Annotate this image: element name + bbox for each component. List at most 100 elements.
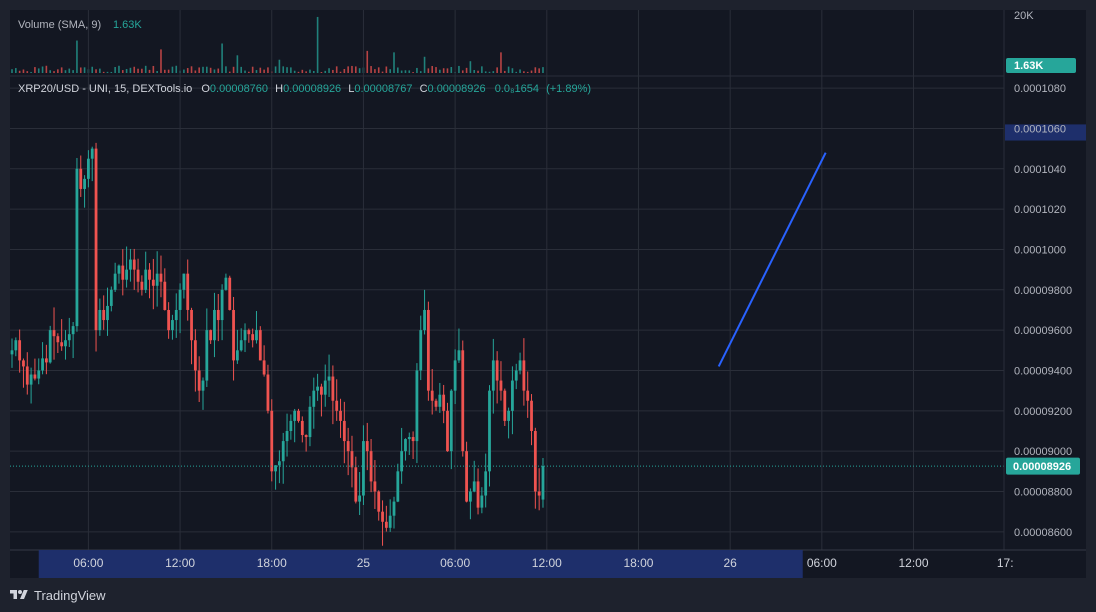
candle	[148, 263, 151, 299]
volume-bar	[366, 50, 369, 73]
time-tick-label: 25	[357, 556, 371, 570]
candle	[457, 328, 461, 363]
tradingview-logo-icon[interactable]	[10, 588, 28, 602]
volume-bar	[519, 69, 521, 73]
candle	[113, 262, 117, 292]
candle	[407, 432, 411, 455]
candle	[446, 402, 449, 452]
candle	[255, 311, 258, 344]
time-tick-label: 06:00	[73, 556, 103, 570]
candle	[327, 354, 331, 397]
candle	[25, 352, 29, 395]
volume-bar	[481, 66, 483, 73]
candle	[491, 338, 495, 414]
price-tick-label: 0.0001080	[1014, 83, 1066, 95]
volume-bar	[465, 67, 468, 73]
volume-bar	[26, 71, 29, 73]
candle	[159, 255, 163, 298]
volume-bar	[76, 40, 78, 73]
candle	[285, 413, 289, 457]
volume-bar	[351, 65, 353, 73]
candle	[469, 488, 472, 520]
legend-high: 0.00008926	[283, 83, 341, 95]
candle	[342, 401, 346, 464]
candle	[102, 295, 106, 330]
volume-bar	[286, 67, 288, 73]
volume-bar	[503, 70, 506, 73]
candle	[205, 308, 209, 387]
candle	[484, 453, 488, 508]
candle	[507, 407, 510, 439]
price-tick-label: 0.00008600	[1014, 527, 1072, 539]
volume-bar	[236, 55, 239, 73]
candle	[293, 408, 297, 443]
volume-bar	[324, 70, 327, 73]
volume-bar	[225, 66, 227, 73]
chart-frame[interactable]: Volume (SMA, 9) 1.63K XRP20/USD - UNI, 1…	[10, 10, 1086, 578]
volume-bar	[282, 66, 285, 73]
volume-bar	[118, 65, 120, 73]
candle	[339, 398, 342, 438]
trend-line[interactable]	[717, 152, 827, 367]
candle	[392, 496, 396, 529]
volume-bar	[79, 67, 82, 73]
volume-bar	[290, 67, 292, 73]
candle	[358, 471, 362, 516]
time-tick-label: 06:00	[807, 556, 837, 570]
volume-bar	[446, 68, 449, 73]
volume-bar	[458, 65, 460, 73]
volume-bar	[416, 67, 418, 73]
candle	[331, 365, 335, 425]
volume-pane: Volume (SMA, 9) 1.63K	[10, 16, 1004, 77]
price-pane: XRP20/USD - UNI, 15, DEXTools.io O0.0000…	[10, 10, 1006, 550]
volume-bar	[164, 69, 166, 73]
candle	[258, 326, 262, 361]
volume-bar	[278, 59, 281, 73]
volume-bar	[244, 70, 246, 73]
footer: TradingView	[10, 582, 310, 608]
volume-bar	[500, 52, 502, 73]
candle	[453, 349, 457, 405]
volume-bar	[267, 67, 269, 73]
candle	[235, 329, 239, 364]
price-tick-label: 0.00009800	[1014, 285, 1072, 297]
candle	[430, 369, 434, 415]
candle	[308, 396, 312, 447]
price-tick-label: 0.00009000	[1014, 446, 1072, 458]
volume-bar	[213, 69, 216, 73]
candle	[44, 344, 48, 375]
volume-bar	[171, 66, 174, 73]
candle	[186, 259, 190, 321]
legend-symbol: XRP20/USD	[18, 83, 79, 95]
price-chart[interactable]: Volume (SMA, 9) 1.63K XRP20/USD - UNI, 1…	[10, 10, 1086, 578]
price-axis[interactable]: 0.0001080 0.0001060 0.0001040 0.0001020 0.00…	[1003, 10, 1086, 550]
legend-close: 0.00008926	[428, 83, 486, 95]
volume-bar	[49, 70, 51, 73]
candle	[67, 317, 71, 348]
volume-bar	[232, 66, 235, 73]
volume-bar	[209, 67, 212, 73]
volume-bar	[37, 68, 40, 73]
volume-bar	[274, 66, 277, 73]
volume-bar	[60, 67, 63, 73]
volume-bar	[473, 70, 476, 73]
candle	[365, 422, 369, 471]
time-axis[interactable]: 06:00 12:00 18:00 25 06:00 12:00 18:00 26 06:00 1…	[10, 549, 1086, 578]
volume-bar	[57, 69, 59, 73]
candle	[33, 358, 37, 381]
candle	[209, 329, 213, 344]
volume-bar	[312, 70, 315, 73]
volume-bar	[343, 68, 346, 73]
time-tick-label: 17:	[997, 556, 1014, 570]
candle	[503, 388, 507, 427]
volume-bar	[18, 70, 21, 73]
volume-bar	[393, 52, 395, 73]
candles	[10, 142, 545, 546]
volume-bar	[110, 71, 113, 73]
time-tick-label: 12:00	[899, 556, 929, 570]
volume-bar	[106, 71, 109, 73]
footer-brand[interactable]: TradingView	[34, 587, 106, 603]
legend-low: 0.00008767	[354, 83, 412, 95]
volume-bar	[64, 70, 67, 73]
candle	[404, 438, 407, 461]
